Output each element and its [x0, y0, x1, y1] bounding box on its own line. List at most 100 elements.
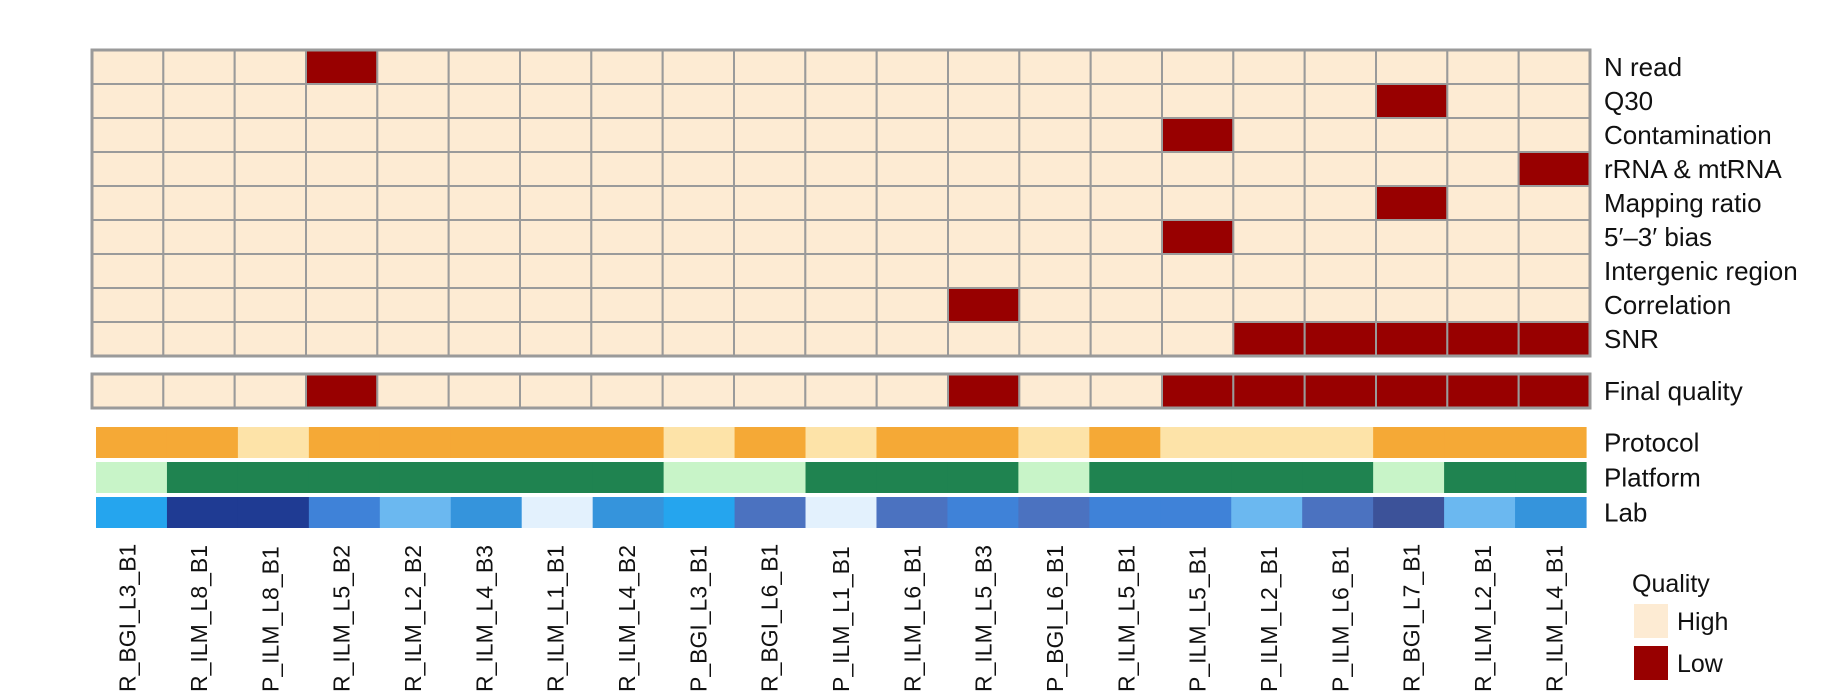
cell-correlation-R_BGI_L3_B1 — [91, 287, 165, 323]
cell-contamination-R_ILM_L6_B1 — [875, 117, 949, 153]
cell-q30-R_ILM_L1_B1 — [519, 83, 593, 119]
cell-5-3-bias-R_ILM_L5_B3 — [947, 219, 1021, 255]
cell-rrna-mtrna-P_ILM_L5_B1 — [1161, 151, 1235, 187]
cell-5-3-bias-R_BGI_L6_B1 — [733, 219, 807, 255]
cell-rrna-mtrna-R_ILM_L6_B1 — [875, 151, 949, 187]
column-label-R_BGI_L3_B1: R_BGI_L3_B1 — [115, 544, 141, 692]
cell-snr-P_ILM_L1_B1 — [804, 321, 878, 357]
annot-lab-R_ILM_L4_B1 — [1515, 497, 1587, 528]
column-label-P_ILM_L8_B1: P_ILM_L8_B1 — [257, 546, 283, 692]
cell-rrna-mtrna-P_ILM_L8_B1 — [233, 151, 307, 187]
cell-final-quality-P_ILM_L6_B1 — [1303, 373, 1378, 409]
quality-legend: Quality High Low — [1632, 570, 1728, 680]
annot-lab-P_ILM_L2_B1 — [1231, 497, 1303, 528]
cell-final-quality-P_ILM_L2_B1 — [1232, 373, 1306, 409]
column-label-R_ILM_L4_B2: R_ILM_L4_B2 — [614, 545, 640, 692]
cell-n-read-R_BGI_L7_B1 — [1375, 49, 1449, 85]
cell-rrna-mtrna-R_ILM_L2_B2 — [376, 151, 450, 187]
cell-5-3-bias-R_ILM_L5_B1 — [1089, 219, 1164, 255]
cell-contamination-R_ILM_L5_B2 — [305, 117, 379, 153]
row-label-platform: Platform — [1604, 463, 1701, 493]
annot-lab-R_ILM_L5_B1 — [1089, 497, 1161, 528]
column-label-P_ILM_L1_B1: P_ILM_L1_B1 — [828, 546, 854, 692]
cell-contamination-P_ILM_L1_B1 — [804, 117, 878, 153]
column-label-R_ILM_L6_B1: R_ILM_L6_B1 — [899, 545, 925, 692]
cell-snr-R_ILM_L4_B1 — [1517, 321, 1592, 357]
cell-q30-P_ILM_L1_B1 — [804, 83, 878, 119]
cell-mapping-ratio-P_ILM_L1_B1 — [804, 185, 878, 221]
cell-mapping-ratio-R_ILM_L2_B2 — [376, 185, 450, 221]
cell-contamination-R_ILM_L2_B2 — [376, 117, 450, 153]
cell-correlation-P_ILM_L8_B1 — [233, 287, 307, 323]
cell-snr-P_ILM_L6_B1 — [1303, 321, 1378, 357]
cell-n-read-P_ILM_L6_B1 — [1303, 49, 1378, 85]
annot-protocol-P_BGI_L3_B1 — [663, 427, 736, 458]
cell-snr-R_ILM_L2_B1 — [1446, 321, 1520, 357]
cell-rrna-mtrna-P_BGI_L6_B1 — [1018, 151, 1092, 187]
annot-lab-R_ILM_L5_B3 — [947, 497, 1019, 528]
annotation-bars — [96, 427, 1587, 528]
column-label-P_BGI_L6_B1: P_BGI_L6_B1 — [1042, 545, 1068, 692]
cell-snr-P_BGI_L6_B1 — [1018, 321, 1092, 357]
annot-platform-R_ILM_L5_B2 — [308, 462, 381, 493]
cell-contamination-R_BGI_L3_B1 — [91, 117, 165, 153]
cell-mapping-ratio-R_ILM_L4_B2 — [590, 185, 664, 221]
cell-final-quality-R_ILM_L4_B2 — [590, 373, 664, 409]
cell-mapping-ratio-R_ILM_L4_B3 — [447, 185, 522, 221]
legend-label-low: Low — [1677, 650, 1724, 678]
cell-n-read-R_ILM_L5_B2 — [305, 49, 379, 85]
cell-5-3-bias-R_ILM_L6_B1 — [875, 219, 949, 255]
cell-final-quality-R_BGI_L7_B1 — [1375, 373, 1449, 409]
column-label-R_ILM_L4_B3: R_ILM_L4_B3 — [471, 545, 497, 692]
cell-q30-P_ILM_L6_B1 — [1303, 83, 1378, 119]
row-label-snr: SNR — [1604, 324, 1659, 354]
cell-5-3-bias-P_ILM_L5_B1 — [1161, 219, 1235, 255]
annot-protocol-P_ILM_L6_B1 — [1302, 427, 1374, 458]
annot-platform-P_ILM_L1_B1 — [805, 462, 878, 493]
cell-5-3-bias-P_ILM_L1_B1 — [804, 219, 878, 255]
cell-snr-R_BGI_L7_B1 — [1375, 321, 1449, 357]
annot-lab-R_ILM_L2_B2 — [379, 497, 452, 528]
cell-mapping-ratio-P_ILM_L2_B1 — [1232, 185, 1306, 221]
cell-intergenic-region-R_ILM_L5_B1 — [1089, 253, 1164, 289]
cell-n-read-R_ILM_L5_B1 — [1089, 49, 1164, 85]
cell-n-read-R_ILM_L2_B2 — [376, 49, 450, 85]
cell-contamination-R_ILM_L4_B2 — [590, 117, 664, 153]
cell-rrna-mtrna-P_ILM_L2_B1 — [1232, 151, 1306, 187]
cell-mapping-ratio-R_BGI_L7_B1 — [1375, 185, 1449, 221]
annot-protocol-P_ILM_L2_B1 — [1231, 427, 1303, 458]
cell-correlation-R_BGI_L7_B1 — [1375, 287, 1449, 323]
cell-intergenic-region-R_ILM_L8_B1 — [162, 253, 236, 289]
cell-rrna-mtrna-R_BGI_L6_B1 — [733, 151, 807, 187]
cell-correlation-R_ILM_L5_B3 — [947, 287, 1021, 323]
annot-platform-R_ILM_L2_B2 — [379, 462, 452, 493]
cell-intergenic-region-P_ILM_L2_B1 — [1232, 253, 1306, 289]
cell-intergenic-region-R_ILM_L1_B1 — [519, 253, 593, 289]
metric-heatmap — [90, 48, 1592, 358]
row-label-5-3-bias: 5′–3′ bias — [1604, 222, 1712, 252]
cell-n-read-P_BGI_L3_B1 — [661, 49, 735, 85]
annot-lab-R_ILM_L2_B1 — [1444, 497, 1516, 528]
cell-mapping-ratio-P_BGI_L6_B1 — [1018, 185, 1092, 221]
cell-rrna-mtrna-R_ILM_L4_B1 — [1517, 151, 1592, 187]
cell-final-quality-R_ILM_L1_B1 — [519, 373, 593, 409]
column-label-R_ILM_L2_B2: R_ILM_L2_B2 — [400, 545, 426, 692]
cell-5-3-bias-R_ILM_L8_B1 — [162, 219, 236, 255]
cell-n-read-R_ILM_L2_B1 — [1446, 49, 1520, 85]
cell-rrna-mtrna-P_ILM_L1_B1 — [804, 151, 878, 187]
annot-protocol-P_BGI_L6_B1 — [1018, 427, 1090, 458]
cell-q30-R_BGI_L3_B1 — [91, 83, 165, 119]
annot-protocol-R_ILM_L1_B1 — [521, 427, 594, 458]
cell-contamination-P_ILM_L5_B1 — [1161, 117, 1235, 153]
annot-lab-P_BGI_L3_B1 — [663, 497, 736, 528]
row-label-lab: Lab — [1604, 498, 1647, 528]
cell-correlation-P_ILM_L1_B1 — [804, 287, 878, 323]
cell-q30-R_BGI_L7_B1 — [1375, 83, 1449, 119]
annot-protocol-P_ILM_L1_B1 — [805, 427, 878, 458]
cell-q30-R_ILM_L4_B1 — [1517, 83, 1592, 119]
cell-intergenic-region-R_ILM_L4_B3 — [447, 253, 522, 289]
cell-mapping-ratio-P_ILM_L8_B1 — [233, 185, 307, 221]
annot-lab-R_BGI_L7_B1 — [1373, 497, 1445, 528]
cell-n-read-P_ILM_L8_B1 — [233, 49, 307, 85]
